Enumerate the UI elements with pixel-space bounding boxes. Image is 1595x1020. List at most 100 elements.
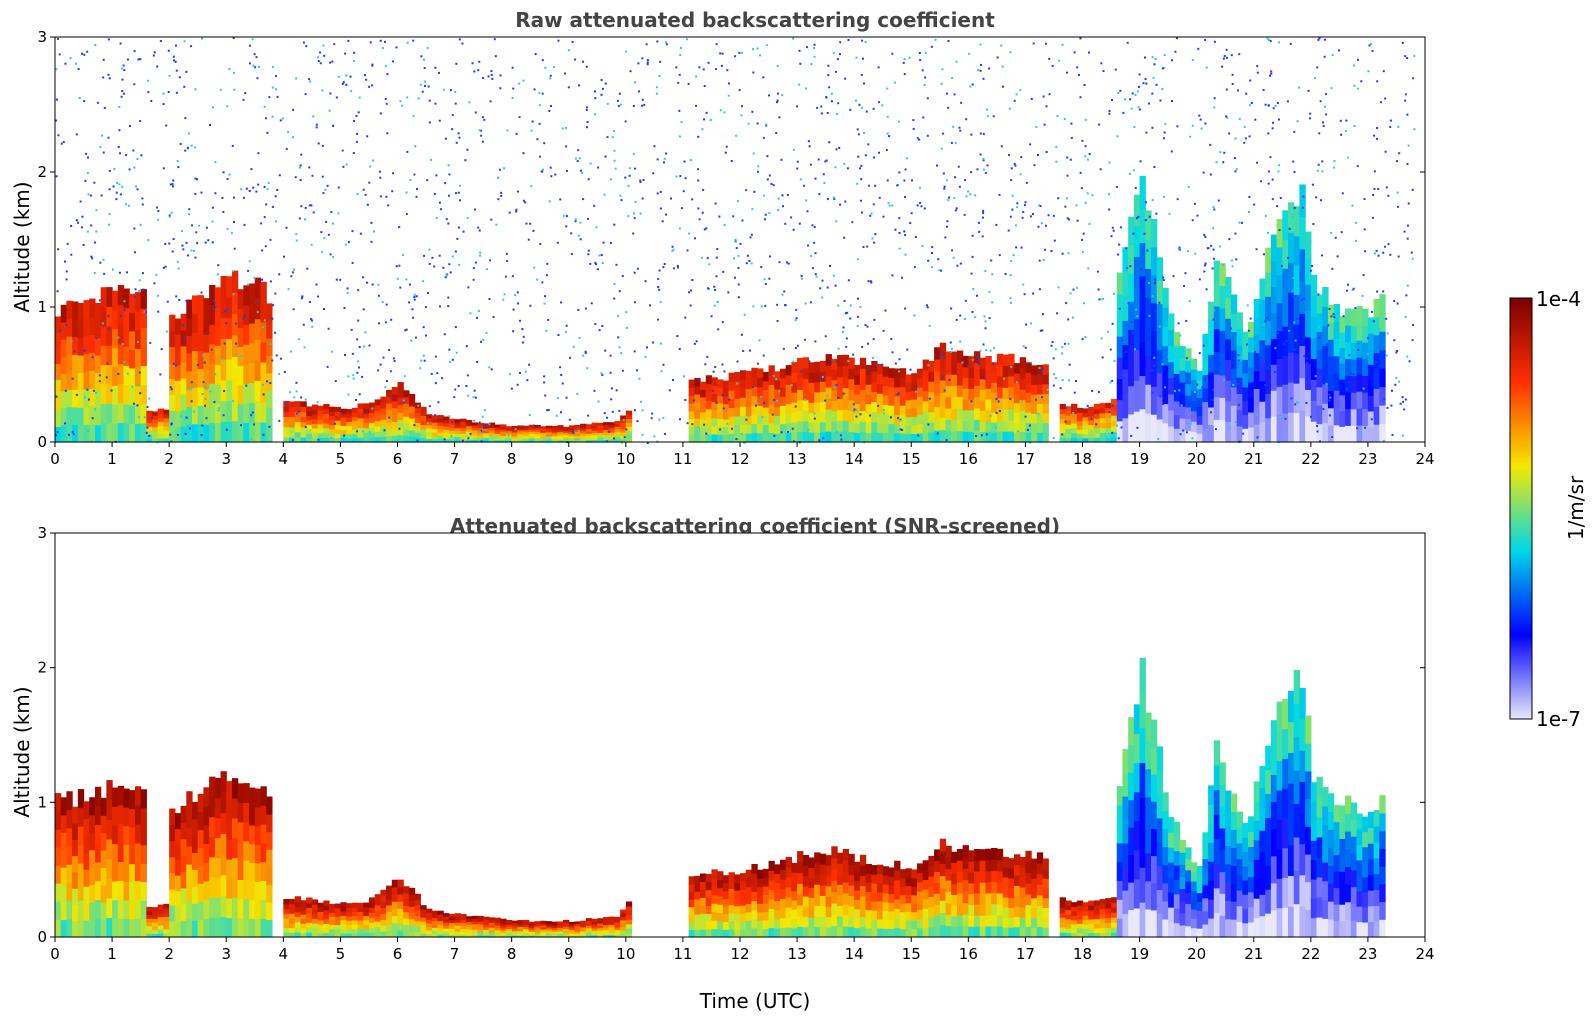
heatmap-cell [89,316,96,336]
heatmap-cell [1190,400,1198,412]
heatmap-cell [471,434,479,438]
heatmap-cell [140,365,147,386]
noise-point [582,60,585,63]
noise-point [1130,107,1133,110]
noise-point [853,408,856,411]
heatmap-cell [220,895,227,917]
heatmap-cell [1173,387,1181,402]
heatmap-cell [237,898,244,919]
noise-point [1389,119,1392,122]
noise-point [138,279,141,282]
noise-point [1127,302,1130,305]
noise-point [672,267,675,270]
noise-point [584,351,587,354]
heatmap-cell [591,429,598,433]
heatmap-cell [357,911,364,917]
heatmap-cell [1122,320,1129,346]
noise-point [995,412,998,415]
noise-point [1136,315,1139,318]
noise-point [1007,229,1010,232]
heatmap-cell [226,859,233,880]
noise-point [1382,251,1385,254]
heatmap-cell [1253,352,1261,372]
heatmap-cell [1339,347,1346,364]
noise-point [921,69,924,72]
heatmap-cell [192,405,199,425]
heatmap-cell [317,410,324,416]
heatmap-cell [1099,427,1106,433]
noise-point [1003,377,1006,380]
noise-point [902,61,905,64]
heatmap-cell [403,429,410,437]
noise-point [1271,127,1274,130]
noise-point [438,254,441,257]
noise-point [651,412,654,415]
heatmap-cell [871,401,878,413]
heatmap-cell [1310,295,1318,318]
noise-point [979,43,982,46]
heatmap-cell [1122,368,1129,394]
heatmap-cell [414,931,421,938]
heatmap-cell [454,925,461,929]
noise-point [539,242,542,245]
noise-point [834,166,837,169]
noise-point [945,179,948,182]
noise-point [806,210,809,213]
heatmap-cell [197,331,205,351]
noise-point [213,308,216,311]
noise-point [634,201,637,204]
heatmap-cell [117,343,125,365]
noise-point [304,218,307,221]
noise-point [1305,401,1308,404]
noise-point [508,373,511,376]
heatmap-cell [186,370,193,390]
noise-point [101,134,104,137]
heatmap-cell [511,431,518,435]
noise-point [1293,130,1296,133]
noise-point [765,44,768,47]
heatmap-cell [60,390,68,409]
heatmap-cell [266,338,273,356]
noise-point [970,133,973,136]
noise-point [1221,65,1224,68]
noise-point [545,274,548,277]
heatmap-cell [386,917,393,925]
heatmap-cell [494,439,501,443]
noise-point [1097,390,1100,393]
heatmap-cell [363,924,370,929]
heatmap-cell [311,409,319,415]
noise-point [1361,294,1364,297]
noise-point [866,325,869,328]
heatmap-cell [403,422,410,430]
heatmap-cell [1322,422,1329,443]
heatmap-cell [951,430,958,443]
heatmap-cell [89,388,96,407]
heatmap-cell [112,385,119,405]
noise-point [295,77,298,80]
noise-point [434,355,437,358]
heatmap-cell [1248,366,1255,383]
noise-point [256,300,259,303]
heatmap-cell [66,318,73,337]
noise-point [859,305,862,308]
noise-point [1069,292,1072,295]
noise-point [898,120,901,123]
heatmap-cell [728,381,735,391]
heatmap-cell [157,416,165,422]
noise-point [1122,111,1125,114]
noise-point [361,375,364,378]
noise-point [1404,398,1407,401]
noise-point [417,404,420,407]
heatmap-cell [540,440,547,443]
noise-point [1183,284,1186,287]
noise-point [489,100,492,103]
noise-point [577,234,580,237]
heatmap-cell [220,275,227,298]
heatmap-cell [197,350,205,370]
noise-point [819,377,822,380]
noise-point [1377,187,1380,190]
noise-point [1391,433,1394,436]
heatmap-cell [962,366,969,379]
noise-point [1291,289,1294,292]
heatmap-cell [1071,437,1078,443]
